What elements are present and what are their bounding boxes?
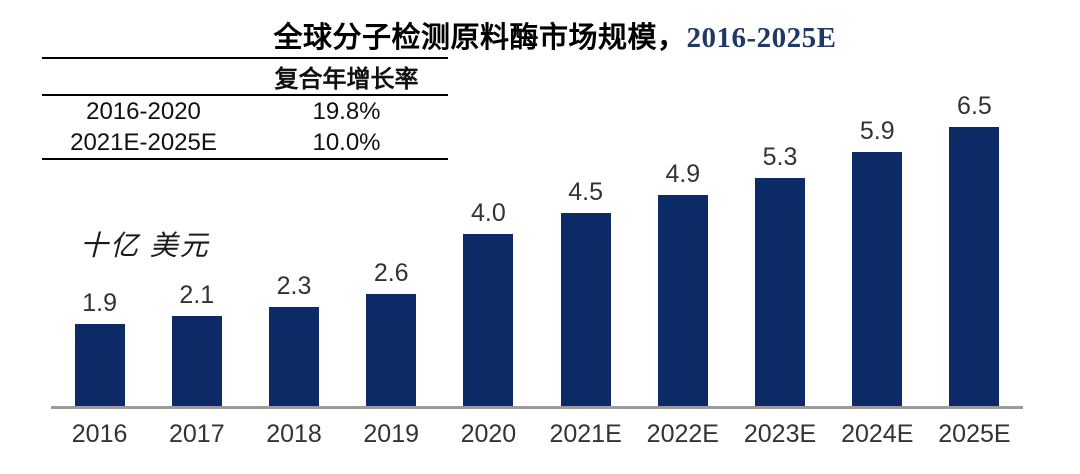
bar-column: 6.5 (926, 93, 1023, 406)
bar (269, 307, 319, 406)
cagr-value: 19.8% (312, 97, 381, 125)
bar-value-label: 5.3 (762, 143, 798, 172)
x-axis-label: 2020 (460, 420, 517, 448)
bar-value-label: 6.5 (957, 92, 992, 120)
x-axis-label: 2021E (549, 420, 622, 448)
bar (755, 178, 806, 406)
bar-value-label: 4.0 (471, 199, 506, 227)
x-axis-label: 2022E (646, 420, 719, 448)
x-axis-label: 2018 (266, 420, 322, 448)
bar (366, 294, 417, 406)
bar (560, 212, 611, 406)
bar-column: 2.1 (148, 93, 245, 406)
plot-area: 1.9 2.1 2.3 2.6 4.0 4.5 4.9 5.3 5.9 6.5 (51, 93, 1023, 409)
x-axis-label: 2023E (743, 420, 817, 448)
cagr-table-header-label: 复合年增长率 (245, 58, 448, 96)
x-axis-label: 2025E (938, 420, 1011, 448)
cagr-table-header-row: 复合年增长率 (42, 58, 448, 96)
cagr-period: 2021E-2025E (70, 128, 217, 156)
page-title: 全球分子检测原料酶市场规模，2016-2025E (30, 14, 1080, 56)
page-title-year-range: 2016-2025E (686, 22, 837, 54)
bar-value-label: 1.9 (82, 289, 117, 318)
x-axis-label: 2024E (841, 420, 914, 448)
bar-value-label: 2.1 (179, 280, 215, 309)
bar-value-label: 5.9 (859, 117, 895, 146)
bar-column: 2.6 (343, 93, 440, 406)
cagr-table-header-empty-cell (42, 58, 245, 96)
bar-value-label: 4.5 (568, 177, 603, 206)
cagr-value: 10.0% (312, 128, 381, 156)
bar (74, 324, 125, 406)
y-axis-unit-label: 十亿 美元 (80, 230, 210, 261)
bar-value-label: 2.6 (373, 259, 409, 288)
bar-value-label: 2.3 (276, 272, 312, 301)
bar-value-label: 4.9 (665, 160, 701, 189)
x-axis-label: 2016 (71, 420, 128, 448)
bar-column: 4.5 (537, 93, 634, 406)
bar (171, 315, 222, 406)
page-title-chinese: 全球分子检测原料酶市场规模， (273, 22, 687, 54)
bar-column: 1.9 (51, 93, 148, 406)
bar-column: 4.0 (440, 93, 537, 406)
x-axis-label: 2017 (168, 420, 225, 448)
cagr-period: 2016-2020 (86, 97, 201, 125)
table-row: 2021E-2025E 10.0% (42, 127, 448, 159)
x-axis-label: 2019 (363, 420, 420, 448)
bar-column: 4.9 (634, 93, 731, 406)
bar (463, 234, 514, 406)
bar-column: 2.3 (245, 93, 342, 406)
bar-column: 5.9 (829, 93, 926, 406)
bar (949, 127, 1000, 406)
bar-column: 5.3 (731, 93, 828, 406)
cagr-table: 复合年增长率 2016-2020 19.8% 2021E-2025E 10.0% (42, 57, 448, 160)
x-axis-labels: 2016 2017 2018 2019 2020 2021E 2022E 2023E 2024E… (51, 420, 1023, 449)
table-row: 2016-2020 19.8% (42, 95, 448, 127)
bar (657, 195, 708, 406)
bar (852, 152, 903, 406)
